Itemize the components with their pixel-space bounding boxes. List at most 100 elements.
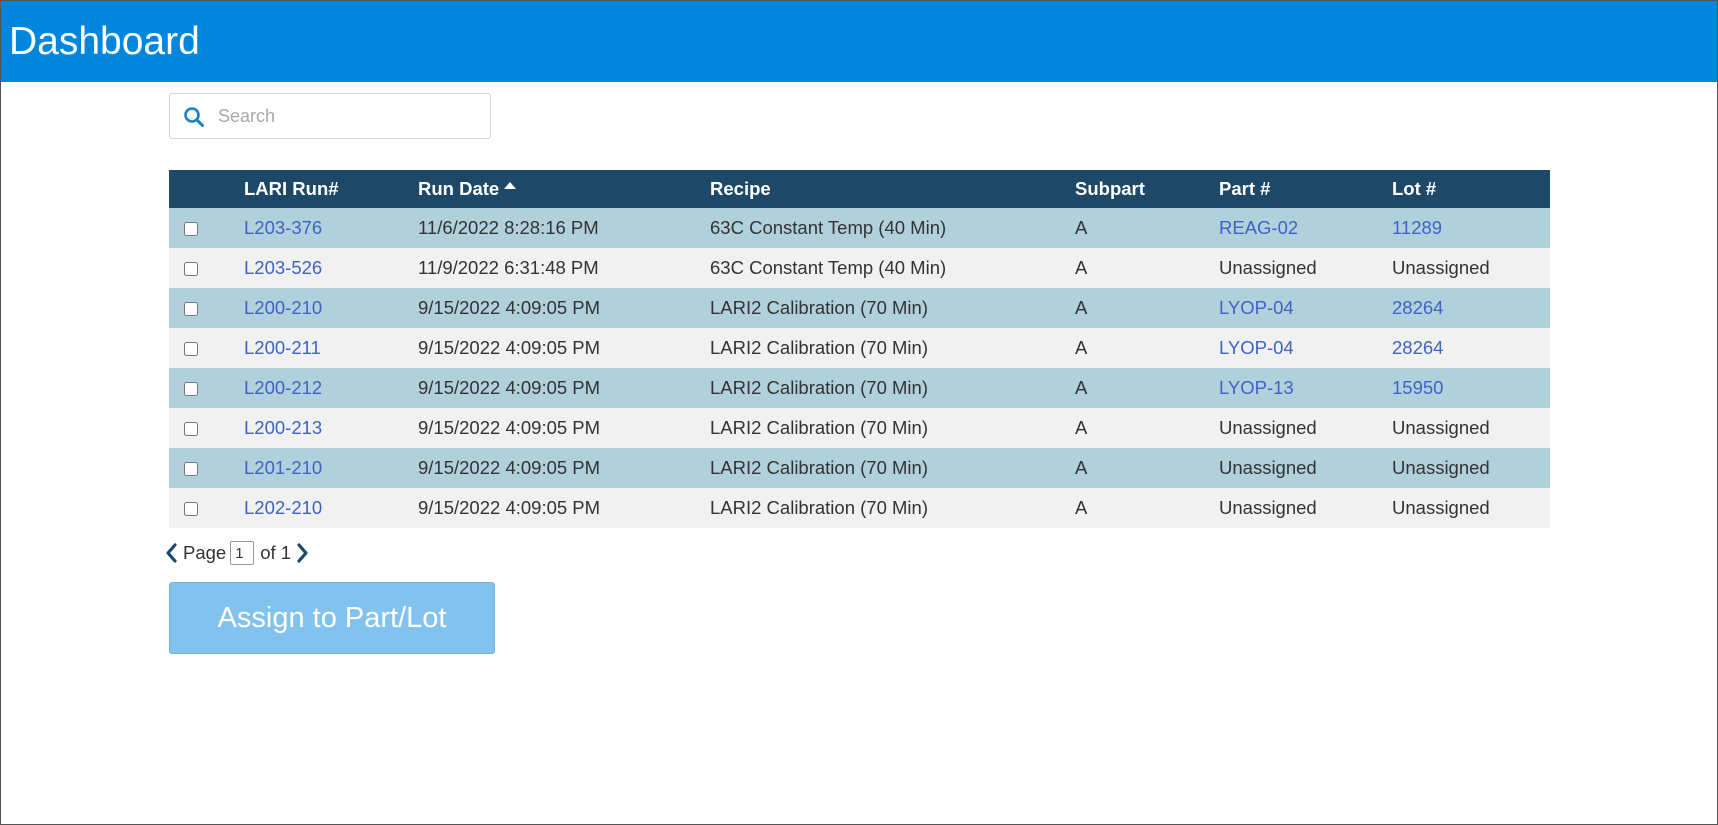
table-row: L201-210 9/15/2022 4:09:05 PM LARI2 Calibr… <box>169 448 1550 488</box>
run-date-cell: 9/15/2022 4:09:05 PM <box>418 457 601 478</box>
part-cell: Unassigned <box>1219 417 1317 438</box>
subpart-cell: A <box>1075 297 1088 318</box>
row-select-checkbox[interactable] <box>184 222 198 237</box>
table-row: L203-376 11/6/2022 8:28:16 PM 63C Constant… <box>169 208 1550 248</box>
page-header: Dashboard <box>1 1 1717 82</box>
lari-run-link[interactable]: L200-212 <box>244 377 323 398</box>
row-select-checkbox[interactable] <box>184 422 198 437</box>
subpart-cell: A <box>1075 377 1088 398</box>
lot-link[interactable]: 28264 <box>1392 297 1444 318</box>
select-column-header <box>169 170 244 208</box>
run-date-cell: 9/15/2022 4:09:05 PM <box>418 297 601 318</box>
lari-run-cell: L200-212 <box>244 368 418 408</box>
lari-run-cell: L201-210 <box>244 448 418 488</box>
column-header-label: Part # <box>1219 178 1271 199</box>
part-cell: Unassigned <box>1219 457 1317 478</box>
table-header-row: LARI Run# Run Date Recipe Subpart Part #… <box>169 170 1550 208</box>
subpart-cell: A <box>1075 337 1088 358</box>
part-link[interactable]: REAG-02 <box>1219 217 1299 238</box>
subpart-cell: A <box>1075 217 1088 238</box>
lari-run-cell: L200-213 <box>244 408 418 448</box>
lot-cell: Unassigned <box>1392 257 1490 278</box>
lari-run-link[interactable]: L200-211 <box>244 337 321 358</box>
subpart-cell: A <box>1075 497 1088 518</box>
lari-run-link[interactable]: L200-213 <box>244 417 323 438</box>
lot-link[interactable]: 11289 <box>1392 217 1443 238</box>
column-header-label: Subpart <box>1075 178 1145 199</box>
row-select-checkbox[interactable] <box>184 382 198 397</box>
recipe-cell: LARI2 Calibration (70 Min) <box>710 457 928 478</box>
run-date-cell: 9/15/2022 4:09:05 PM <box>418 417 601 438</box>
lot-cell: 15950 <box>1392 368 1550 408</box>
column-header-lari-run[interactable]: LARI Run# <box>244 170 418 208</box>
runs-table: LARI Run# Run Date Recipe Subpart Part #… <box>169 170 1550 528</box>
lari-run-cell: L200-211 <box>244 328 418 368</box>
lot-cell: Unassigned <box>1392 497 1490 518</box>
part-cell: REAG-02 <box>1219 208 1392 248</box>
recipe-cell: LARI2 Calibration (70 Min) <box>710 417 928 438</box>
row-select-checkbox[interactable] <box>184 502 198 517</box>
part-cell: LYOP-04 <box>1219 328 1392 368</box>
recipe-cell: 63C Constant Temp (40 Min) <box>710 217 947 238</box>
column-header-label: Lot # <box>1392 178 1437 199</box>
recipe-cell: LARI2 Calibration (70 Min) <box>710 377 928 398</box>
search-input[interactable] <box>218 102 478 130</box>
run-date-cell: 11/9/2022 6:31:48 PM <box>418 257 599 278</box>
recipe-cell: LARI2 Calibration (70 Min) <box>710 497 928 518</box>
column-header-recipe[interactable]: Recipe <box>710 170 1075 208</box>
recipe-cell: LARI2 Calibration (70 Min) <box>710 337 928 358</box>
row-select-checkbox[interactable] <box>184 462 198 477</box>
select-cell <box>169 288 244 328</box>
page-number-input[interactable] <box>230 541 255 565</box>
select-cell <box>169 248 244 288</box>
pagination: Page of 1 <box>163 540 311 566</box>
column-header-label: Run Date <box>418 178 500 199</box>
row-select-checkbox[interactable] <box>184 342 198 357</box>
part-cell: LYOP-04 <box>1219 288 1392 328</box>
select-cell <box>169 368 244 408</box>
column-header-run-date[interactable]: Run Date <box>418 170 710 208</box>
select-cell <box>169 448 244 488</box>
part-link[interactable]: LYOP-04 <box>1219 297 1294 318</box>
column-header-label: LARI Run# <box>244 178 339 199</box>
subpart-cell: A <box>1075 417 1088 438</box>
lot-link[interactable]: 15950 <box>1392 377 1444 398</box>
page-title: Dashboard <box>9 20 200 63</box>
part-link[interactable]: LYOP-04 <box>1219 337 1294 358</box>
lari-run-link[interactable]: L200-210 <box>244 297 323 318</box>
table-row: L200-211 9/15/2022 4:09:05 PM LARI2 Calibr… <box>169 328 1550 368</box>
lari-run-cell: L203-376 <box>244 208 418 248</box>
lari-run-link[interactable]: L202-210 <box>244 497 323 518</box>
run-date-cell: 9/15/2022 4:09:05 PM <box>418 337 601 358</box>
lot-cell: 28264 <box>1392 288 1550 328</box>
table-row: L203-526 11/9/2022 6:31:48 PM 63C Constant… <box>169 248 1550 288</box>
column-header-subpart[interactable]: Subpart <box>1075 170 1219 208</box>
column-header-label: Recipe <box>710 178 771 199</box>
page-total-label: of 1 <box>260 542 292 563</box>
column-header-part[interactable]: Part # <box>1219 170 1392 208</box>
table-row: L200-210 9/15/2022 4:09:05 PM LARI2 Calibr… <box>169 288 1550 328</box>
lari-run-link[interactable]: L203-526 <box>244 257 323 278</box>
select-cell <box>169 208 244 248</box>
lot-cell: 28264 <box>1392 328 1550 368</box>
lot-link[interactable]: 28264 <box>1392 337 1444 358</box>
chevron-left-icon[interactable] <box>163 541 183 565</box>
chevron-right-icon[interactable] <box>291 541 311 565</box>
page-label: Page <box>183 542 227 563</box>
lari-run-cell: L202-210 <box>244 488 418 528</box>
select-cell <box>169 488 244 528</box>
select-cell <box>169 408 244 448</box>
part-cell: Unassigned <box>1219 497 1317 518</box>
column-header-lot[interactable]: Lot # <box>1392 170 1550 208</box>
lari-run-link[interactable]: L201-210 <box>244 457 323 478</box>
run-date-cell: 9/15/2022 4:09:05 PM <box>418 377 601 398</box>
recipe-cell: 63C Constant Temp (40 Min) <box>710 257 947 278</box>
assign-to-part-lot-button[interactable]: Assign to Part/Lot <box>169 582 495 654</box>
table-row: L200-213 9/15/2022 4:09:05 PM LARI2 Calibr… <box>169 408 1550 448</box>
search-box[interactable] <box>169 93 491 139</box>
row-select-checkbox[interactable] <box>184 302 198 317</box>
row-select-checkbox[interactable] <box>184 262 198 277</box>
part-link[interactable]: LYOP-13 <box>1219 377 1294 398</box>
lari-run-link[interactable]: L203-376 <box>244 217 323 238</box>
sort-ascending-icon <box>504 182 517 189</box>
